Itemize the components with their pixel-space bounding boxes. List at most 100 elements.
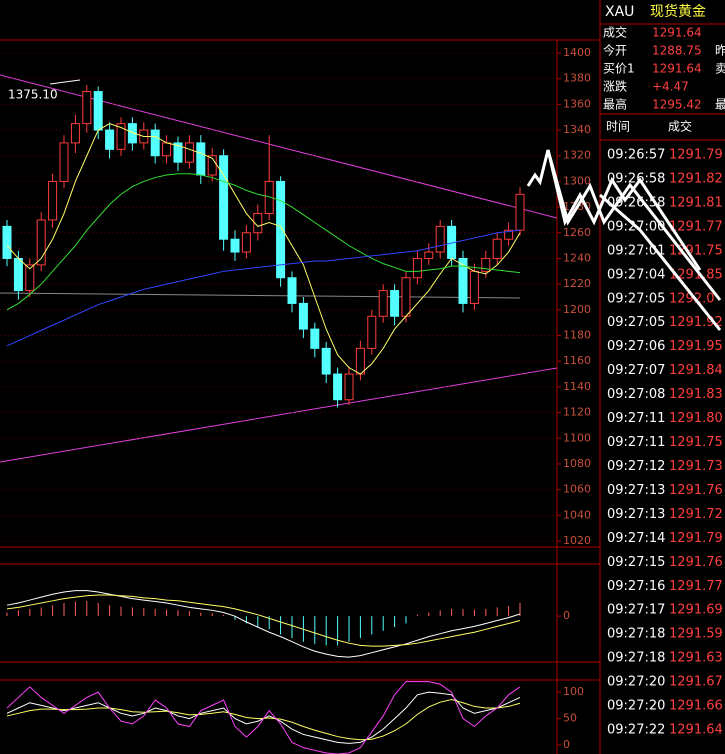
tick-price: 1291.75	[669, 243, 723, 258]
candle-body	[355, 347, 365, 375]
candle-body	[25, 264, 35, 292]
tick-price: 1291.63	[669, 651, 723, 666]
tick-price: 1291.72	[669, 507, 723, 522]
macd-line	[6, 594, 521, 647]
tick-price: 1292.0	[669, 291, 715, 306]
tick-price: 1291.95	[669, 339, 723, 354]
quote-extra: 最	[715, 98, 725, 112]
quote-label: 今开	[603, 43, 627, 58]
candle-body	[504, 229, 514, 240]
y-tick-label: 0	[563, 609, 570, 622]
tick-time: 09:27:08	[607, 387, 665, 402]
tick-time: 09:27:15	[607, 555, 665, 570]
y-tick-label: 1400	[563, 46, 591, 59]
candle-body	[276, 180, 286, 279]
y-tick-label: 1060	[563, 483, 591, 496]
candle-body	[492, 238, 502, 259]
tick-time: 09:27:18	[607, 627, 665, 642]
tick-time: 09:27:06	[607, 339, 665, 354]
candle-body	[82, 91, 92, 125]
tick-price: 1291.82	[669, 171, 723, 186]
tick-time: 09:27:04	[607, 267, 665, 282]
peak-label: 1375.10	[8, 88, 58, 102]
tick-time: 09:27:05	[607, 315, 665, 330]
moving-average	[6, 173, 521, 311]
tick-time: 09:27:17	[607, 603, 665, 618]
kdj-line	[6, 681, 521, 754]
candle-body	[13, 257, 23, 292]
quote-value: 1291.64	[652, 62, 702, 76]
moving-average	[6, 123, 521, 375]
quote-extra: 昨	[715, 44, 725, 58]
candle-body	[105, 129, 115, 150]
candle-body	[424, 251, 434, 259]
tick-time: 09:27:07	[607, 363, 665, 378]
tick-time: 09:27:20	[607, 699, 665, 714]
candle-body	[412, 257, 422, 279]
candle-body	[230, 238, 240, 253]
tick-price: 1291.67	[669, 675, 723, 690]
candle-body	[469, 270, 479, 304]
tick-price: 1291.76	[669, 555, 723, 570]
ticks-header: 成交	[668, 119, 692, 134]
candle-body	[207, 155, 217, 176]
tick-time: 09:27:16	[607, 579, 665, 594]
candle-body	[333, 373, 343, 401]
y-tick-label: 1180	[563, 329, 591, 342]
y-tick-label: 1300	[563, 174, 591, 187]
tick-price: 1291.77	[669, 579, 723, 594]
tick-time: 09:27:22	[607, 723, 665, 738]
kdj-panel	[6, 681, 521, 754]
y-tick-label: 1080	[563, 457, 591, 470]
tick-time: 09:27:14	[607, 531, 665, 546]
annotation-arrows	[526, 149, 722, 331]
quote-label: 成交	[603, 25, 627, 40]
quote-label: 涨跌	[603, 79, 627, 94]
tick-time: 09:26:57	[607, 148, 665, 163]
tick-price: 1291.84	[669, 363, 723, 378]
candle-body	[253, 213, 263, 234]
tick-price: 1291.76	[669, 483, 723, 498]
y-tick-label: 100	[563, 685, 584, 698]
y-tick-label: 1040	[563, 508, 591, 521]
candle-body	[116, 123, 126, 150]
y-tick-label: 1020	[563, 534, 591, 547]
macd-panel	[6, 590, 521, 658]
candle-body	[390, 290, 400, 317]
tick-time: 09:27:11	[607, 435, 665, 450]
candle-body	[310, 328, 320, 349]
tick-price: 1291.79	[669, 148, 723, 163]
tick-time: 09:27:05	[607, 291, 665, 306]
quote-label: 最高	[603, 97, 627, 112]
tick-price: 1291.80	[669, 411, 723, 426]
tick-time: 09:27:13	[607, 483, 665, 498]
tick-price: 1291.77	[669, 219, 723, 234]
tick-time: 09:27:01	[607, 243, 665, 258]
candle-body	[435, 225, 445, 253]
tick-time: 09:27:18	[607, 651, 665, 666]
candle-body	[344, 373, 354, 401]
symbol-name: 现货黄金	[650, 3, 706, 20]
y-tick-label: 1380	[563, 72, 591, 85]
symbol: XAU	[605, 4, 634, 20]
candle-body	[93, 91, 103, 131]
tick-price: 1291.75	[669, 435, 723, 450]
candle-body	[196, 142, 206, 176]
tick-time: 09:27:11	[607, 411, 665, 426]
candle-body	[367, 315, 377, 349]
quote-value: 1291.64	[652, 26, 702, 40]
candle-body	[241, 232, 251, 253]
moving-average	[6, 229, 521, 347]
candle-body	[378, 290, 388, 317]
tick-time: 09:27:20	[607, 675, 665, 690]
y-tick-label: 1340	[563, 123, 591, 136]
tick-price: 1291.85	[669, 267, 723, 282]
y-tick-label: 1260	[563, 226, 591, 239]
trendlines	[0, 74, 557, 463]
tick-price: 1291.79	[669, 531, 723, 546]
candle-body	[36, 219, 46, 266]
y-tick-label: 1240	[563, 251, 591, 264]
candle-body	[48, 180, 58, 221]
